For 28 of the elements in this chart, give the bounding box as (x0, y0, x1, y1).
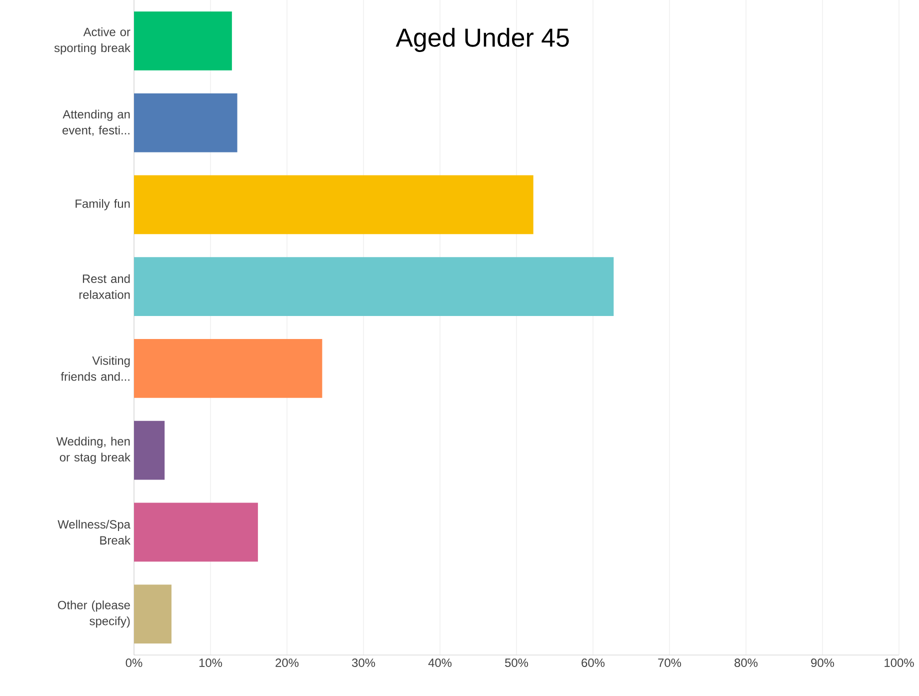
x-tick-label: 10% (199, 658, 222, 667)
x-tick-label: 70% (658, 658, 682, 667)
y-tick-label: Family fun (76, 199, 130, 210)
y-tick-label: Wellness/Spa Break (58, 520, 130, 545)
text: Aged Under 45 (396, 28, 569, 52)
y-tick-label: Attending an event, festi... (62, 110, 130, 136)
y-tick-label: Wedding, hen or stag break (56, 436, 130, 464)
bar (134, 93, 238, 152)
bar (134, 338, 322, 398)
bar (134, 420, 165, 480)
x-tick-label: 100% (884, 658, 914, 667)
bar (134, 257, 614, 316)
x-tick-label: 30% (352, 658, 376, 667)
bar (134, 502, 258, 562)
bar (134, 584, 172, 644)
bar (134, 175, 534, 234)
y-tick-label: Visiting friends and... (60, 356, 130, 381)
x-tick-label: 80% (734, 658, 758, 667)
x-tick-label: 90% (811, 658, 834, 667)
y-tick-label: Other (please specify) (58, 600, 130, 628)
x-tick-label: 0% (126, 658, 142, 667)
x-tick-label: 60% (582, 658, 605, 667)
x-tick-label: 50% (505, 658, 528, 667)
bar (134, 11, 232, 70)
x-tick-label: 40% (428, 658, 452, 667)
y-tick-label: Active or sporting break (54, 27, 130, 54)
x-tick-label: 20% (276, 658, 299, 667)
y-tick-label: Rest and relaxation (79, 274, 130, 299)
